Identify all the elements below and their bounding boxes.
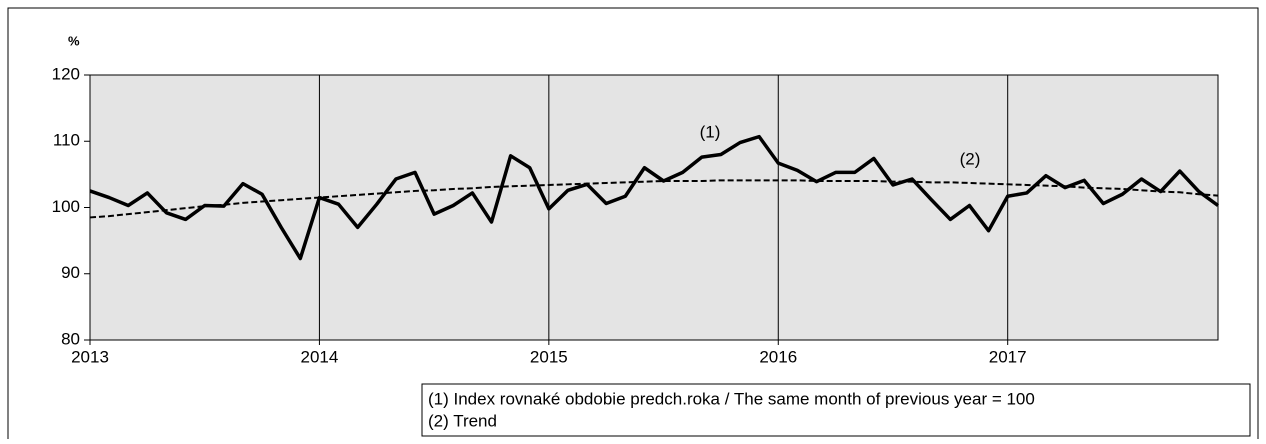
x-tick-label: 2016 — [759, 347, 797, 366]
y-tick-label: 120 — [52, 64, 80, 83]
legend-entry: (2) Trend — [428, 411, 497, 430]
plot-area — [89, 74, 1219, 341]
y-axis-label: % — [68, 33, 80, 48]
series-line — [89, 134, 1220, 261]
legend-entry: (1) Index rovnaké obdobie predch.roka / … — [428, 389, 1035, 408]
series-line — [89, 179, 1219, 219]
y-tick-label: 90 — [61, 263, 80, 282]
legend-box — [421, 383, 1251, 437]
x-tick-label: 2013 — [71, 347, 109, 366]
frame — [7, 7, 1259, 444]
y-tick-label: 110 — [53, 131, 80, 150]
x-tick-label: 2014 — [301, 347, 339, 366]
annotation: (2) — [960, 149, 981, 168]
x-tick-label: 2017 — [989, 347, 1027, 366]
x-tick-label: 2015 — [530, 347, 568, 366]
y-tick-label: 80 — [61, 329, 80, 348]
annotation: (1) — [700, 122, 721, 141]
y-tick-label: 100 — [52, 197, 80, 216]
